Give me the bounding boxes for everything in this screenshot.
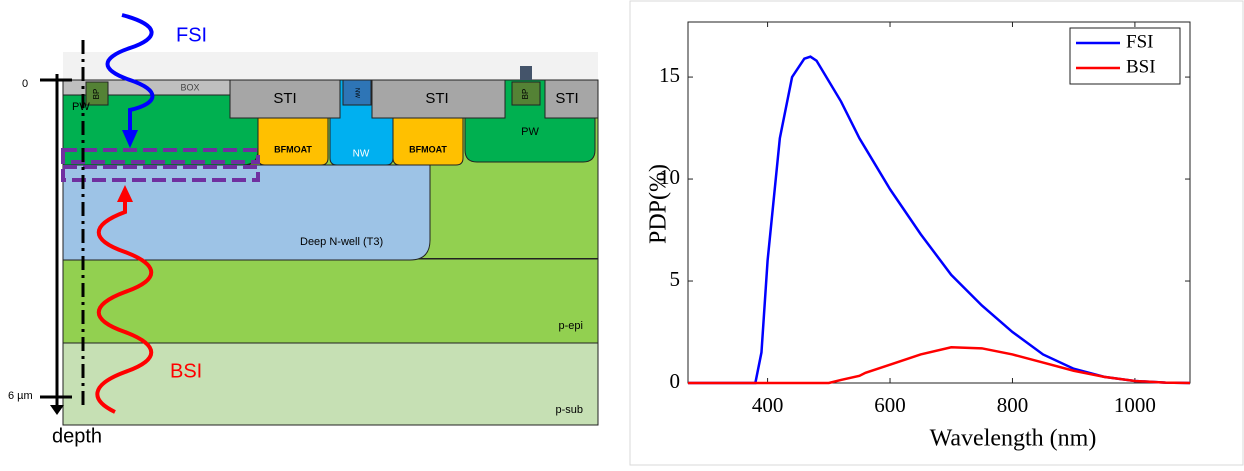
legend-label: BSI [1126,56,1156,77]
depletion-box [61,165,260,182]
plot-frame [687,21,1191,384]
fsi-wave [105,13,155,132]
depth-label: depth [52,425,102,447]
depth-max: 6 µm [8,390,33,402]
bp-label: BP [521,89,530,100]
arrowhead [50,405,64,415]
chart: Wavelength (nm) PDP(%) 400 600 800 1000 0 5 10… [646,21,1191,452]
contact [520,66,532,80]
bsi-label: BSI [170,360,202,382]
arrowhead [122,130,138,148]
arrowhead [117,185,133,202]
bfmoat-label: BFMOAT [409,144,447,154]
sti-label: STI [425,90,448,107]
bp-label: BP [92,89,101,100]
legend-label: FSI [1126,31,1153,52]
x-tick-label: 1000 [1114,393,1156,417]
x-tick-label: 400 [752,393,784,417]
panel-border [629,0,1244,466]
x-tick-label: 800 [997,393,1029,417]
legend-box [1069,27,1181,85]
device-diagram: FSI BSI depth 0 6 µm BP BP BOX STI STI S… [8,13,599,447]
nw-label: NW [353,149,370,160]
p-epi-label: p-epi [559,320,583,332]
deep-nwell [62,164,431,261]
y-tick-label: 0 [670,369,681,393]
sti-label: STI [555,90,578,107]
bp [85,81,109,106]
sti [229,79,341,119]
pw-label: PW [521,126,539,138]
sti [371,79,506,119]
bsi-wave [95,200,154,414]
y-tick-label: 10 [659,165,680,189]
box-label: BOX [180,82,199,92]
bfmoat [392,109,464,166]
surface [63,52,598,82]
sti-label: STI [273,90,296,107]
series-line [688,55,1191,385]
y-axis-title: PDP(%) [646,164,672,244]
bfmoat-label: BFMOAT [274,144,312,154]
sti [544,79,599,119]
depth-zero: 0 [22,78,28,90]
y-tick-label: 15 [659,63,680,87]
nw-contact [342,79,372,106]
nw-label: NW [353,88,359,98]
fsi-label: FSI [176,24,207,46]
series-line [688,346,1191,385]
pw-label: PW [72,101,90,113]
p-sub-layer [62,342,599,426]
p-sub-label: p-sub [555,404,583,416]
x-tick-label: 600 [874,393,906,417]
x-axis-title: Wavelength (nm) [930,426,1097,452]
depletion-box [61,148,260,164]
y-tick-label: 5 [670,267,681,291]
dnw-label: Deep N-well (T3) [300,236,383,248]
bp [511,81,541,106]
